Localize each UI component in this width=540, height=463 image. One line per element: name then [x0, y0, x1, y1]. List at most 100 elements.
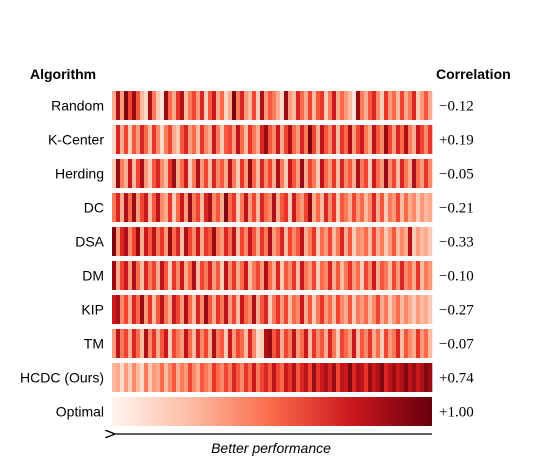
heatmap-cell [324, 295, 329, 324]
heatmap-cell [180, 295, 185, 324]
heatmap-cell [356, 295, 361, 324]
heatmap-cell [148, 159, 153, 188]
heatmap-cell [284, 295, 289, 324]
heatmap-cell [272, 329, 277, 358]
heatmap-cell [232, 363, 237, 392]
heatmap-cell [380, 261, 385, 290]
heatmap-cell [328, 227, 333, 256]
heatmap-cell [136, 159, 141, 188]
heatmap-cell [124, 261, 129, 290]
heatmap-cell [216, 91, 221, 120]
heatmap-cell [124, 125, 129, 154]
heatmap-cell [404, 193, 409, 222]
heatmap-cell [308, 295, 313, 324]
heatmap-cell [364, 363, 369, 392]
heatmap-cell [316, 159, 321, 188]
heatmap-cell [404, 363, 409, 392]
heatmap-cell [120, 295, 125, 324]
heatmap-cell [416, 159, 421, 188]
algorithm-label: KIP [81, 302, 104, 318]
heatmap-cell [140, 363, 145, 392]
algorithm-label: DC [84, 200, 104, 216]
heatmap-cell [236, 261, 241, 290]
heatmap-cell [352, 159, 357, 188]
heatmap-cell [300, 363, 305, 392]
heatmap-cell [352, 363, 357, 392]
heatmap-cell [300, 261, 305, 290]
heatmap-cell [372, 91, 377, 120]
heatmap-cell [136, 329, 141, 358]
heatmap-cell [160, 295, 165, 324]
heatmap-cell [428, 193, 433, 222]
heatmap-rows: Random −0.12 K-Center +0.19 Herding −0.05 DC −0… [20, 91, 474, 426]
heatmap-cell [204, 193, 209, 222]
heatmap-cell [208, 159, 213, 188]
heatmap-cell [204, 363, 209, 392]
heatmap-cell [304, 91, 309, 120]
heatmap-cell [188, 159, 193, 188]
heatmap-cell [260, 261, 265, 290]
heatmap-cell [128, 295, 133, 324]
heatmap-cell [236, 125, 241, 154]
heatmap-cell [408, 125, 413, 154]
heatmap-cell [172, 91, 177, 120]
heatmap-cell [320, 193, 325, 222]
heatmap-cell [160, 159, 165, 188]
heatmap-cell [228, 193, 233, 222]
heatmap-cell [152, 295, 157, 324]
heatmap-cell [316, 193, 321, 222]
heatmap-cell [180, 227, 185, 256]
heatmap-cell [332, 193, 337, 222]
heatmap-cell [140, 91, 145, 120]
heatmap-cell [240, 91, 245, 120]
heatmap-cell [392, 227, 397, 256]
heatmap-cell [148, 363, 153, 392]
heatmap-cell [356, 261, 361, 290]
heatmap-cell [116, 159, 121, 188]
heatmap-cell [220, 227, 225, 256]
heatmap-cell [412, 125, 417, 154]
algorithm-label: Herding [55, 166, 104, 182]
heatmap-cell [248, 363, 253, 392]
heatmap-cell [148, 91, 153, 120]
heatmap-cell [116, 261, 121, 290]
heatmap-cell [364, 91, 369, 120]
heatmap-cell [252, 295, 257, 324]
heatmap-cell [196, 261, 201, 290]
heatmap-cell [204, 125, 209, 154]
heatmap-cell [360, 227, 365, 256]
heatmap-cell [420, 227, 425, 256]
heatmap-cell [156, 363, 161, 392]
heatmap-cell [156, 227, 161, 256]
heatmap-cell [296, 125, 301, 154]
heatmap-cell [156, 329, 161, 358]
heatmap-cell [172, 329, 177, 358]
heatmap-cell [284, 159, 289, 188]
heatmap-row-hcdc-ours: HCDC (Ours) +0.74 [20, 363, 474, 392]
heatmap-cell [312, 329, 317, 358]
heatmap-cell [176, 159, 181, 188]
heatmap-cell [396, 193, 401, 222]
heatmap-cell [192, 193, 197, 222]
heatmap-cell [392, 193, 397, 222]
heatmap-cell [416, 329, 421, 358]
heatmap-cell [212, 193, 217, 222]
heatmap-cell [224, 329, 229, 358]
heatmap-cell [204, 329, 209, 358]
heatmap-cell [240, 193, 245, 222]
heatmap-cell [228, 91, 233, 120]
heatmap-cell [224, 159, 229, 188]
heatmap-cell [244, 363, 249, 392]
heatmap-cell [240, 227, 245, 256]
heatmap-cell [192, 227, 197, 256]
heatmap-cell [216, 227, 221, 256]
heatmap-cell [112, 295, 117, 324]
heatmap-cell [384, 295, 389, 324]
heatmap-cell [176, 193, 181, 222]
heatmap-cell [164, 261, 169, 290]
heatmap-cell [212, 363, 217, 392]
heatmap-cell [184, 91, 189, 120]
heatmap-cell [240, 329, 245, 358]
heatmap-cell [364, 295, 369, 324]
heatmap-cell [132, 329, 137, 358]
